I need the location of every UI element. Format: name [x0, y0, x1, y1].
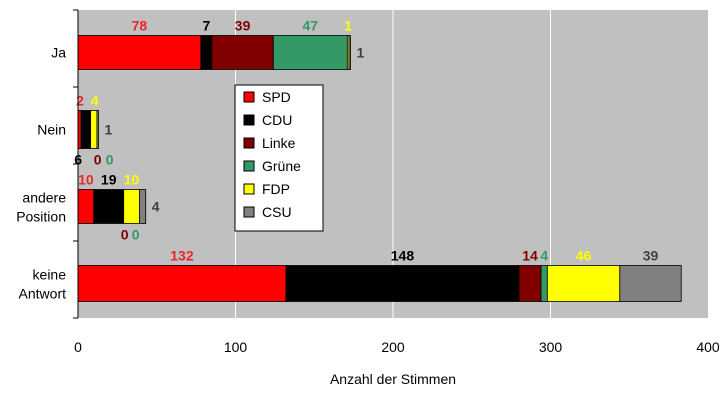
legend-swatch-csu [243, 206, 255, 218]
bar-segment-csu [139, 189, 147, 224]
y-category-label: Ja [51, 45, 66, 61]
data-label: 148 [391, 248, 415, 264]
data-label: 19 [101, 172, 117, 188]
bar-segment-spd [77, 35, 202, 70]
legend-swatch-grüne [243, 160, 255, 172]
data-label: 10 [124, 172, 140, 188]
legend-swatch-linke [243, 137, 255, 149]
legend-swatch-fdp [243, 183, 255, 195]
bar-segment-fdp [546, 265, 621, 302]
data-label: 0 [106, 152, 114, 168]
x-axis-label: Anzahl der Stimmen [330, 371, 456, 387]
bar-segment-grüne [272, 35, 348, 70]
bar-segment-csu [619, 265, 682, 302]
legend: SPD CDU Linke Grüne FDP CSU [234, 84, 324, 232]
data-label: 7 [202, 18, 210, 34]
data-label: 0 [132, 227, 140, 243]
data-label: 14 [522, 248, 538, 264]
legend-label-csu: CSU [262, 204, 292, 220]
data-label: 10 [78, 172, 94, 188]
bar-segment-linke [518, 265, 542, 302]
bar-segment-spd [77, 265, 287, 302]
data-label: 46 [576, 248, 592, 264]
x-tick-label: 300 [539, 339, 563, 355]
bar-segment-spd [77, 189, 95, 224]
x-tick-label: 0 [74, 339, 82, 355]
data-label: 0 [121, 227, 129, 243]
y-category-label: keine Antwort [19, 267, 67, 302]
bar-segment-cdu [80, 110, 92, 149]
data-label: 39 [643, 248, 659, 264]
data-label: 4 [91, 93, 99, 109]
data-label: 1 [356, 45, 364, 61]
x-tick-label: 100 [224, 339, 248, 355]
legend-swatch-cdu [243, 114, 255, 126]
legend-label-fdp: FDP [262, 181, 290, 197]
legend-label-cdu: CDU [262, 112, 292, 128]
bar-segment-linke [211, 35, 274, 70]
bar-segment-csu [96, 110, 99, 149]
legend-label-linke: Linke [262, 135, 296, 151]
data-label: 47 [303, 18, 319, 34]
bar-segment-csu [348, 35, 351, 70]
x-tick-label: 200 [381, 339, 405, 355]
bar-segment-fdp [123, 189, 140, 224]
bar-segment-cdu [285, 265, 520, 302]
bar-segment-fdp [90, 110, 98, 149]
data-label: 1 [104, 122, 112, 138]
data-label: 2 [76, 93, 84, 109]
x-tick-label: 400 [696, 339, 720, 355]
y-category-label: andere Position [16, 190, 66, 225]
data-label: 4 [152, 199, 160, 215]
y-category-label: Nein [37, 122, 66, 138]
bar-segment-grüne [540, 265, 548, 302]
data-label: 78 [132, 18, 148, 34]
data-label: 132 [170, 248, 194, 264]
bar-segment-cdu [200, 35, 213, 70]
legend-swatch-spd [243, 91, 255, 103]
legend-label-spd: SPD [262, 89, 291, 105]
data-label: 4 [540, 248, 548, 264]
data-label: 1 [344, 18, 352, 34]
legend-label-grüne: Grüne [262, 158, 301, 174]
bar-segment-cdu [93, 189, 125, 224]
data-label: 39 [235, 18, 251, 34]
data-label: 0 [94, 152, 102, 168]
